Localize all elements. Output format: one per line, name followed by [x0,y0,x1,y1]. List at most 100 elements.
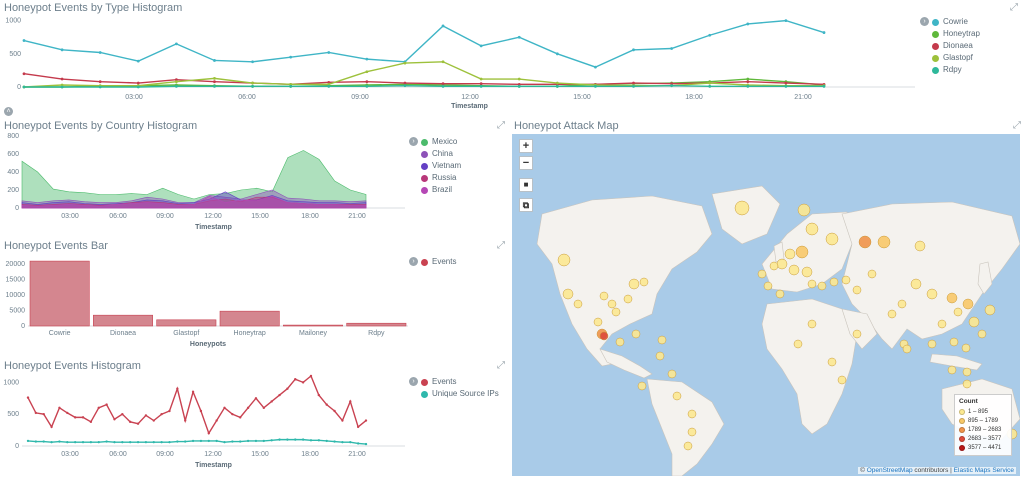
expand-icon[interactable]: ⤢ [497,120,505,131]
events-series-point [246,406,250,410]
type-series-point [746,84,750,88]
events-series-point [160,412,163,416]
events-series-point [184,419,187,422]
type-series-point [479,82,483,86]
map-count-marker [937,319,947,329]
expand-icon[interactable]: ⤢ [1010,2,1018,13]
legend-item[interactable]: Unique Source IPs [421,388,505,400]
events-histogram-panel: Honeypot Events Histogram ⤢ 1000 500 0 Time… [0,358,508,476]
events-series-line [27,374,367,435]
events-series-point [160,440,163,444]
legend-item[interactable]: Cowrie [932,16,1010,28]
events-series-point [349,400,352,403]
type-series-point [555,81,559,85]
legend-item[interactable]: Russia [421,172,499,184]
collapse-chevron-icon[interactable]: ˄ [4,107,13,116]
legend-item[interactable]: Rdpy [932,64,1010,76]
map-count-marker [961,343,971,353]
legend-item[interactable]: Events [421,376,505,388]
events-series-point [286,387,289,390]
expand-icon[interactable]: ⤢ [497,360,505,371]
fit-bounds-icon[interactable]: ⧉ [519,198,533,212]
draw-rectangle-icon[interactable]: ■ [519,178,533,192]
events-series-point [34,440,38,443]
map-legend-dot-icon [959,435,965,442]
events-series-point [113,440,116,444]
legend-label: Glastopf [943,53,973,62]
map-count-marker [683,441,693,451]
events-bar-panel: Honeypot Events Bar ⤢ 20000 15000 10000 500… [0,238,508,356]
type-series-point [746,22,750,26]
type-series-point [594,84,597,88]
type-series-point [60,48,64,52]
type-series-point [517,84,521,88]
expand-icon[interactable]: ⤢ [1013,120,1021,131]
events-series-point [301,438,305,441]
legend-toggle-icon[interactable]: › [409,377,418,386]
legend-item[interactable]: Events [421,256,499,268]
map-legend-item: 1789 – 2683 [959,425,1007,434]
type-series-point [822,31,826,34]
type-series-point [327,80,331,84]
type-series-line [23,19,825,68]
ems-link[interactable]: Elastic Maps Service [953,467,1014,474]
type-series-point [174,78,178,82]
events-series-point [239,416,242,419]
type-series-point [670,47,674,50]
events-series-point [270,439,273,442]
country-area [21,195,367,209]
x-tick-label: 09:00 [351,94,369,101]
legend-toggle-icon[interactable]: › [409,257,418,266]
map-count-marker [788,264,800,276]
legend-dot-icon [421,174,428,182]
map-legend-dot-icon [959,408,965,415]
bar-honeytrap [219,310,280,327]
x-tick-label: 18:00 [685,94,703,101]
events-histogram-chart: 1000 500 0 Timestamp 03:00 06:00 09:00 12:00 15:… [3,374,405,469]
x-axis-title: Timestamp [195,224,232,231]
events-series-point [144,414,148,417]
world-map[interactable]: + − ■ ⧉ Count 1 – 895 895 – 1789 1789 – 26… [512,134,1020,476]
type-series-point [708,84,712,88]
events-series-point [231,440,234,443]
legend-toggle-icon[interactable]: › [920,17,929,26]
map-count-marker [593,317,603,327]
legend-item[interactable]: Glastopf [932,52,1010,64]
type-series-point [174,80,178,84]
map-count-marker [807,279,817,289]
events-series-point [136,422,140,425]
legend-dot-icon [932,42,939,50]
map-count-marker [887,309,897,319]
legend-item[interactable]: Mexico [421,136,499,148]
map-count-marker [837,375,847,385]
osm-link[interactable]: OpenStreetMap [866,467,913,474]
events-series-point [191,439,195,443]
legend-label: Mexico [432,137,458,146]
map-count-marker [949,337,959,347]
map-count-marker [623,294,633,304]
legend-item[interactable]: Honeytrap [932,28,1010,40]
map-count-marker [573,299,583,309]
events-series-point [239,440,242,443]
map-count-marker [807,319,817,329]
map-count-marker [962,367,972,377]
legend-item[interactable]: China [421,148,499,160]
zoom-in-button[interactable]: + [519,139,533,153]
type-series-point [213,84,216,88]
bar-category-label: Glastopf [173,330,199,337]
type-series-point [60,77,64,81]
map-count-marker [734,200,750,216]
map-legend-item: 2683 – 3577 [959,434,1007,443]
type-series-point [174,84,178,88]
x-tick-label: 15:00 [251,213,269,220]
map-count-marker [962,379,972,389]
zoom-out-button[interactable]: − [519,156,533,170]
type-series-point [98,51,102,54]
legend-item[interactable]: Brazil [421,184,499,196]
expand-icon[interactable]: ⤢ [497,240,505,251]
legend-item[interactable]: Dionaea [932,40,1010,52]
legend-toggle-icon[interactable]: › [409,137,418,146]
legend-item[interactable]: Vietnam [421,160,499,172]
events-series-point [294,377,297,381]
legend-dot-icon [421,186,428,194]
